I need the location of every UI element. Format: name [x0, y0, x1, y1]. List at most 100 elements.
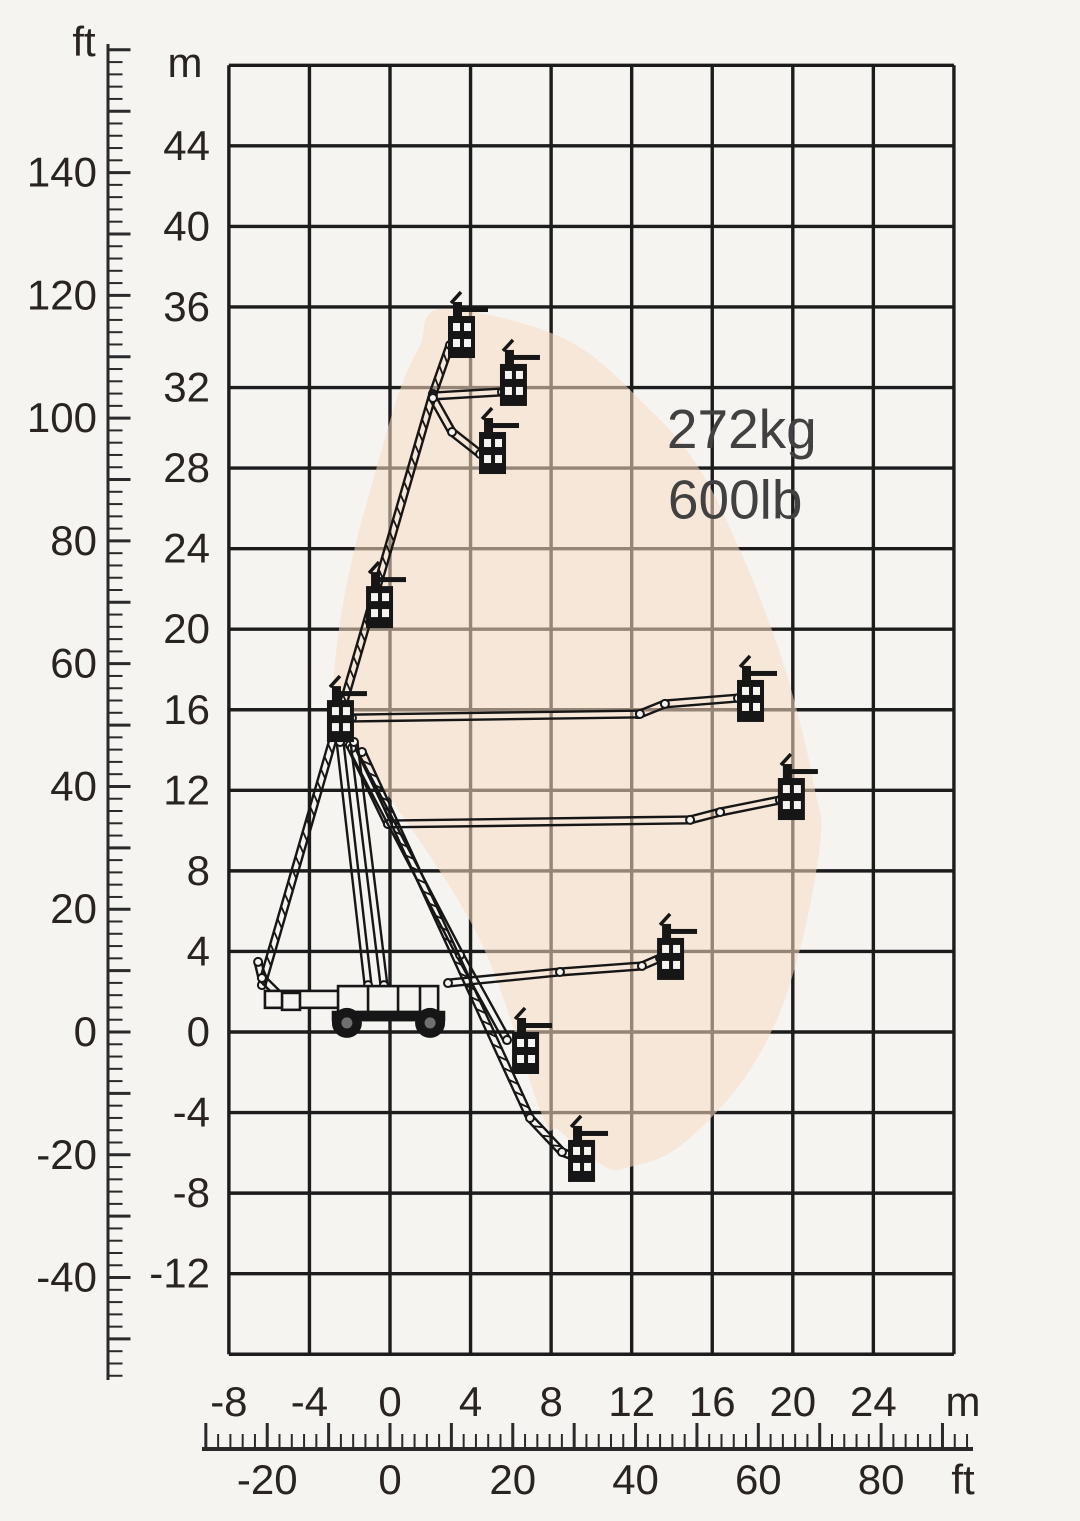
bottom-ft-ruler: [202, 1423, 973, 1451]
platform-rail-slit: [793, 785, 801, 794]
y-axis-m-tick-label: 44: [163, 122, 210, 169]
platform-basket: [326, 700, 354, 743]
platform-basket-icon-2: [499, 338, 540, 406]
platform-basket: [777, 778, 805, 821]
boom-lattice-rung: [424, 406, 431, 417]
boom-joint: [659, 698, 670, 709]
boom-chord: [688, 807, 720, 818]
platform-basket: [512, 1032, 540, 1074]
boom-joint: [443, 978, 454, 989]
y-axis-ft-tick-label: -20: [36, 1131, 97, 1178]
boom-arm-lowered-boom-a: [346, 743, 513, 1046]
platform-basket: [568, 1139, 596, 1182]
platform-mast: [331, 686, 341, 702]
platform-rail-slit: [528, 1039, 536, 1047]
boom-joint: [636, 960, 647, 971]
platform-rail-bar: [339, 691, 367, 697]
bottom-m-unit-label: m: [946, 1378, 981, 1425]
boom-lattice-rung: [352, 656, 359, 667]
y-axis-m-tick-label: 28: [163, 444, 210, 491]
wheel-hub: [341, 1017, 353, 1029]
boom-chord: [428, 343, 448, 394]
platform-rail-bar: [512, 354, 540, 360]
boom-lattice-rung: [541, 1134, 553, 1138]
platform-rail-slit: [484, 455, 492, 464]
boom-lattice-rung: [470, 996, 481, 1003]
boom-chord: [349, 742, 382, 986]
boom-chord: [335, 742, 366, 986]
boom-arm-horizontal-boom-12m: [382, 794, 785, 829]
boom-chord: [347, 749, 459, 958]
boom-lattice-rung: [356, 643, 363, 655]
chassis-axle: [331, 1010, 446, 1022]
boom-chord: [559, 961, 642, 970]
boom-joint: [715, 807, 726, 818]
boom-chord: [640, 705, 667, 719]
platform-antenna: [738, 654, 752, 669]
boom-lattice-rung: [394, 830, 405, 837]
y-axis-ft-tick-label: 100: [27, 394, 97, 441]
platform-rail-bar: [379, 577, 407, 583]
boom-chord: [432, 387, 502, 394]
x-axis-ft-tick-label: 20: [489, 1456, 536, 1503]
boom-chord: [357, 752, 528, 1120]
platform-rail-slit: [753, 686, 761, 695]
platform-basket: [366, 586, 394, 629]
platform-rail-slit: [584, 1162, 592, 1171]
boom-joint: [256, 973, 267, 984]
boom-lattice-rung: [454, 960, 465, 967]
boom-lattice-rung: [492, 1043, 503, 1050]
y-axis-m-tick-label: 32: [163, 364, 210, 411]
y-axis-ft-tick-label: 60: [50, 640, 97, 687]
boom-lattice-rung: [291, 868, 298, 879]
left-m-unit-label: m: [168, 39, 203, 86]
boom-chord: [388, 822, 691, 829]
y-axis-m-tick-label: 36: [163, 283, 210, 330]
boom-lattice-rung: [432, 913, 443, 920]
y-axis-m-tick-label: 4: [187, 927, 210, 974]
platform-rail-slit: [782, 801, 790, 810]
stowed-boom-outline: [263, 989, 347, 1010]
boom-lattice-rung: [276, 918, 283, 929]
boom-chord: [257, 392, 431, 985]
boom-lattice-rung: [320, 768, 327, 779]
platform-antenna: [480, 406, 494, 421]
chassis-left-step: [280, 991, 302, 1012]
x-axis-m-tick-label: -8: [210, 1378, 247, 1425]
boom-chord: [719, 795, 780, 810]
boom-arm-upper-jib-down: [427, 392, 486, 459]
boom-arm-horizontal-boom-4m: [443, 953, 666, 989]
x-axis-ft-tick-label: -20: [237, 1456, 298, 1503]
boom-chord: [462, 952, 512, 1039]
x-axis-m-tick-label: 12: [608, 1378, 655, 1425]
boom-lattice-rung: [388, 531, 395, 542]
boom-lattice-rung: [367, 771, 378, 778]
platform-rail-slit: [504, 386, 512, 395]
boom-lattice-rung: [443, 937, 454, 944]
boom-joint: [685, 814, 696, 825]
platform-rail-slit: [742, 702, 750, 711]
platform-basket: [737, 679, 765, 722]
platform-rail-bar: [750, 670, 778, 676]
boom-joint: [524, 1112, 535, 1123]
capacity-lb-label: 600lb: [668, 468, 803, 530]
boom-lattice-rung: [417, 431, 424, 442]
boom-lattice-rung: [283, 893, 290, 904]
boom-chord: [428, 399, 451, 435]
boom-chord: [720, 802, 781, 817]
y-axis-m-tick-label: -12: [149, 1250, 210, 1297]
platform-rail-slit: [528, 1055, 536, 1063]
platform-basket-icon-3: [479, 406, 520, 475]
boom-lattice-rung: [388, 819, 400, 826]
boom-lattice-rung: [381, 556, 388, 567]
y-axis-ft-tick-label: -40: [36, 1254, 97, 1301]
boom-chord: [433, 394, 503, 401]
x-axis-m-tick-label: -4: [291, 1378, 328, 1425]
platform-antenna: [779, 752, 793, 767]
platform-rail-slit: [662, 944, 670, 953]
platform-basket-icon-7: [657, 912, 698, 980]
boom-lattice-rung: [513, 1090, 524, 1097]
platform-mast: [504, 349, 514, 365]
platform-basket-icon-9: [568, 1114, 609, 1182]
x-axis-m-tick-label: 0: [378, 1378, 401, 1425]
